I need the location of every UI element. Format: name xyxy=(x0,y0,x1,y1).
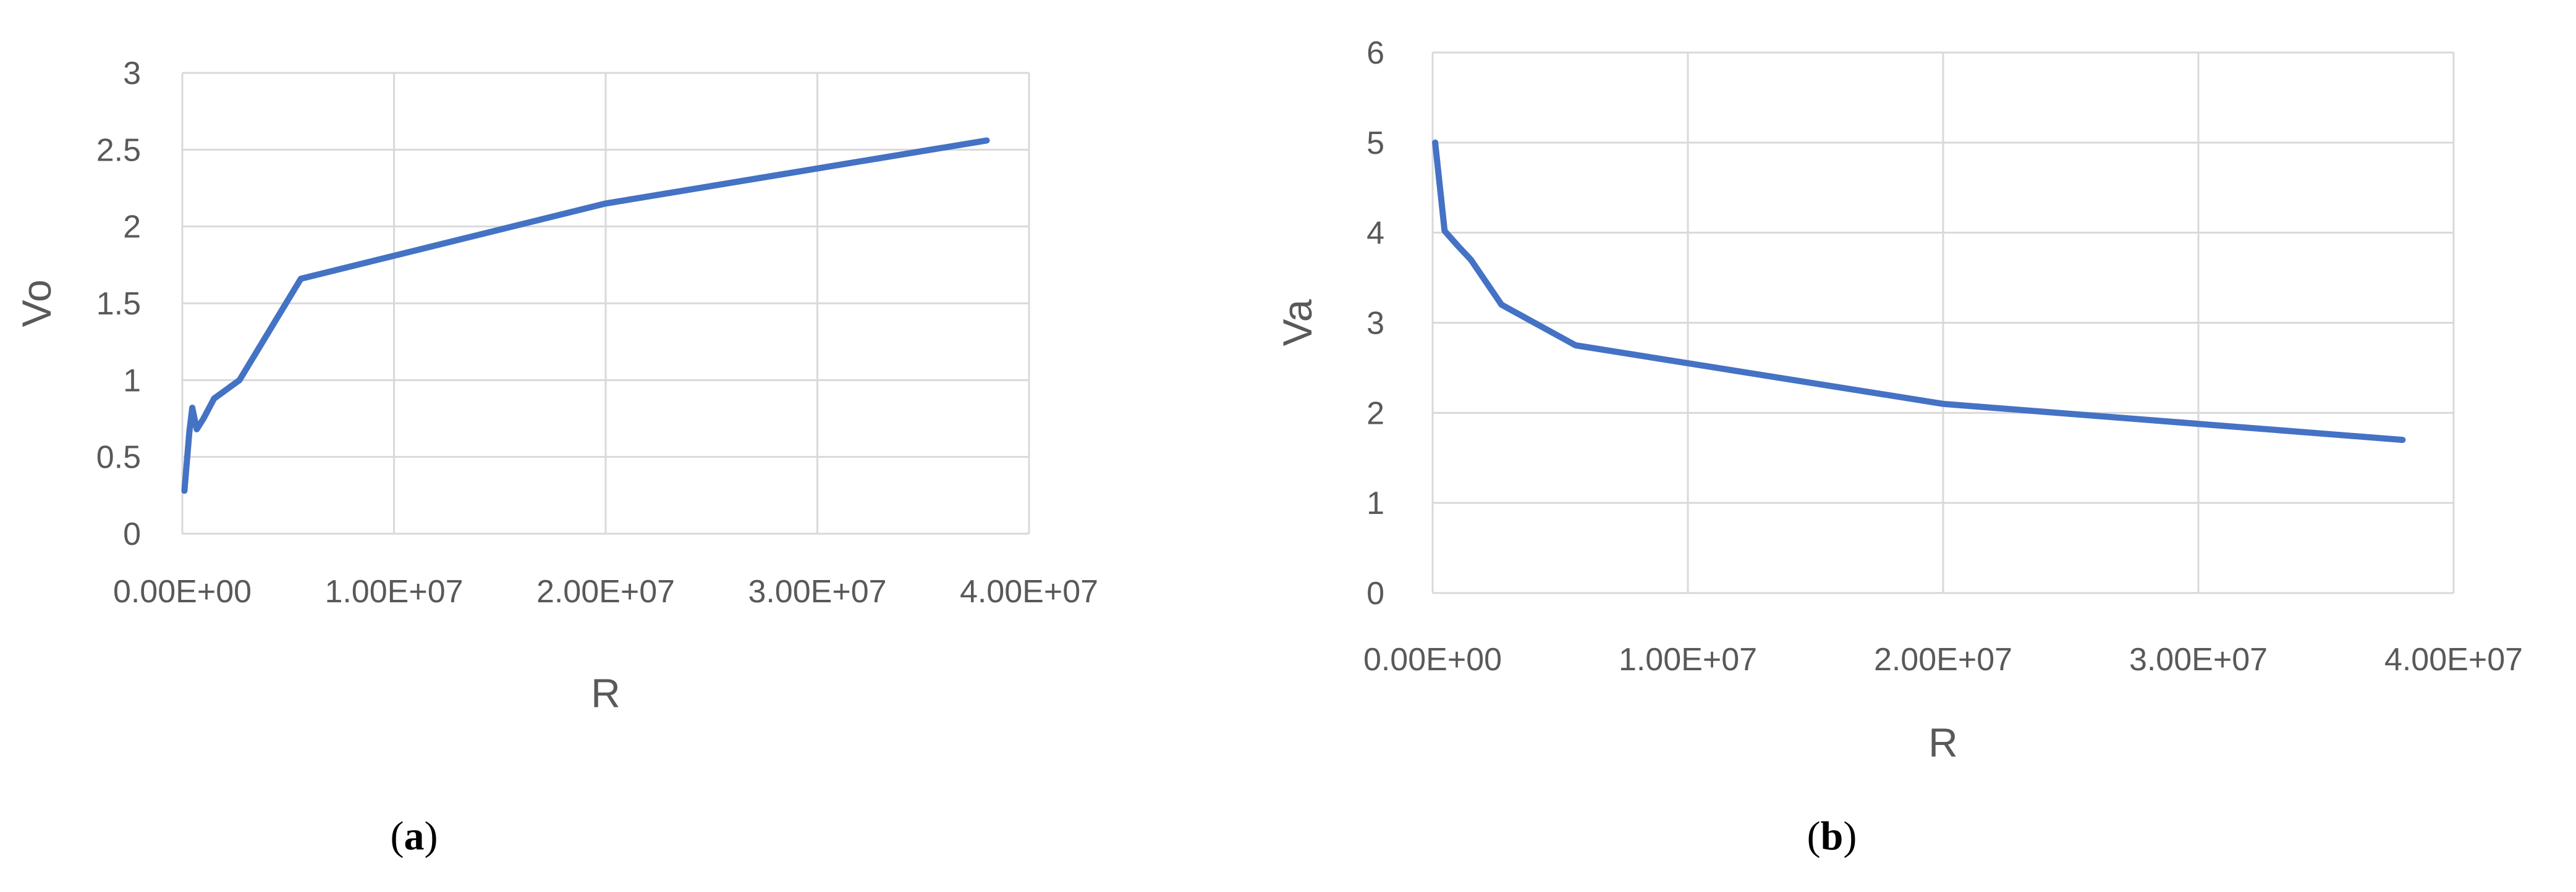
x-tick-label: 2.00E+07 xyxy=(536,574,675,610)
data-point xyxy=(1433,140,1438,145)
x-axis-title: R xyxy=(591,670,621,716)
chart-panel-a: 0 0.5 1 1.5 2 2.5 3 0.00E+00 1.00E+07 2.00E+07 3.0… xyxy=(14,56,1098,859)
x-tick-label: 0.00E+00 xyxy=(113,574,252,610)
data-point xyxy=(194,426,200,432)
x-tick-label: 3.00E+07 xyxy=(748,574,886,610)
y-tick-label: 3 xyxy=(123,56,141,91)
data-point xyxy=(1499,302,1504,308)
x-tick-label: 4.00E+07 xyxy=(2384,642,2523,678)
y-tick-label: 0.5 xyxy=(96,440,141,476)
data-point xyxy=(190,405,195,411)
y-tick-label: 0 xyxy=(1366,576,1384,612)
data-point xyxy=(201,416,206,421)
x-tick-label: 1.00E+07 xyxy=(324,574,463,610)
y-tick-label: 0 xyxy=(123,516,141,552)
x-tick-label: 1.00E+07 xyxy=(1619,642,1757,678)
x-tick-label: 3.00E+07 xyxy=(2129,642,2268,678)
data-point xyxy=(2400,437,2405,443)
data-point xyxy=(1941,401,1946,406)
panel-label: (b) xyxy=(1807,814,1857,859)
data-point xyxy=(603,201,608,206)
data-point xyxy=(1468,257,1473,263)
y-tick-label: 4 xyxy=(1366,216,1384,251)
y-tick-label: 6 xyxy=(1366,35,1384,71)
x-axis-title: R xyxy=(1928,720,1958,765)
x-tick-label: 4.00E+07 xyxy=(960,574,1098,610)
y-tick-label: 5 xyxy=(1366,125,1384,161)
data-point xyxy=(1573,342,1578,348)
y-tick-label: 1 xyxy=(123,363,141,398)
data-point xyxy=(211,396,217,402)
chart-panel-b: 0 1 2 3 4 5 6 0.00E+00 1.00E+07 2.00E+07 3.00E+07 4… xyxy=(1274,35,2523,859)
x-tick-label: 0.00E+00 xyxy=(1363,642,1502,678)
series-line xyxy=(181,137,990,494)
y-tick-label: 1.5 xyxy=(96,286,141,322)
y-tick-label: 2 xyxy=(1366,395,1384,431)
data-point xyxy=(237,377,242,383)
data-point xyxy=(298,276,303,282)
y-tick-label: 2 xyxy=(123,209,141,245)
data-point xyxy=(1442,228,1447,234)
data-point xyxy=(1455,243,1461,249)
y-axis-title: Vo xyxy=(14,279,59,327)
data-point xyxy=(984,138,989,143)
data-point xyxy=(187,429,192,435)
y-tick-label: 2.5 xyxy=(96,132,141,168)
x-tick-label: 2.00E+07 xyxy=(1874,642,2012,678)
series-line xyxy=(1432,139,2406,444)
y-tick-label: 3 xyxy=(1366,306,1384,342)
data-point xyxy=(182,488,187,494)
panel-label: (a) xyxy=(391,814,438,859)
y-tick-label: 1 xyxy=(1366,486,1384,521)
y-axis-title: Va xyxy=(1274,299,1320,346)
